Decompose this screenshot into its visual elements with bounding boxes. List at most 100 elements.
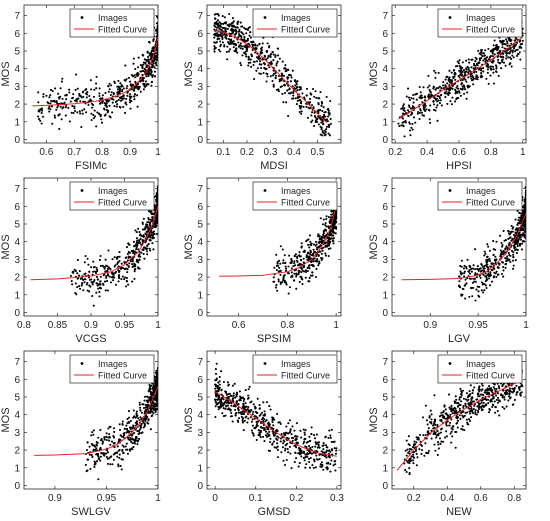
data-point [437,71,440,74]
data-point [134,229,137,232]
data-point [504,239,507,242]
data-point [442,80,445,84]
data-point [99,254,102,258]
data-point [491,52,494,55]
data-point [432,103,436,106]
data-point [69,274,73,277]
data-point [82,289,85,292]
data-point [324,252,327,255]
data-point [274,76,277,79]
data-point [515,251,519,255]
data-point [111,97,114,100]
data-point [402,125,405,128]
data-point [127,431,130,434]
data-point [480,69,483,72]
data-point [488,284,492,287]
data-point [247,64,250,67]
data-point [414,121,417,124]
legend-label-curve: Fitted Curve [466,198,515,208]
data-point [401,117,404,120]
data-point [327,254,330,258]
data-point [234,43,237,46]
data-point [480,53,483,56]
data-point [308,234,311,237]
data-point [141,222,144,226]
data-point [147,216,150,220]
data-point [129,260,132,263]
data-point [235,412,238,415]
data-point [247,61,250,64]
data-point [121,458,124,461]
data-point [511,51,514,54]
data-point [524,203,526,206]
data-point [500,40,503,43]
data-point [224,21,227,24]
data-point [239,47,242,50]
data-point [126,417,129,421]
data-point [230,27,233,30]
data-point [318,234,321,238]
data-point [293,264,297,267]
data-point [90,119,93,122]
data-point [107,427,110,430]
data-point [152,61,155,64]
data-point [151,407,154,410]
data-point [268,46,271,49]
data-point [133,270,136,273]
data-point [235,395,238,398]
data-point [262,71,265,75]
data-point [76,87,79,90]
data-point [505,40,509,43]
data-point [61,77,64,80]
data-point [296,86,299,89]
data-point [524,218,526,221]
data-point [486,255,489,258]
data-point [482,52,485,55]
data-point [213,13,216,16]
data-point [519,242,522,245]
y-tick-label: 6 [382,202,388,213]
data-point [464,78,467,81]
data-point [224,400,227,403]
data-point [328,134,331,137]
data-point [474,77,478,80]
data-point [235,49,238,52]
x-tick-label: 1 [155,320,161,331]
data-point [305,102,308,105]
data-point [253,77,256,81]
data-point [452,77,455,80]
data-point [521,39,524,42]
data-point [148,238,151,241]
data-point [407,114,410,117]
data-point [453,88,457,91]
data-point [474,248,477,251]
data-point [497,58,500,61]
data-point [524,230,526,233]
series-images [401,186,526,302]
data-point [278,259,281,262]
data-point [96,111,99,114]
x-tick-label: 0.7 [67,147,81,158]
data-point [147,218,150,221]
data-point [127,265,130,268]
data-point [286,89,289,92]
data-point [152,391,155,394]
data-point [401,107,404,110]
data-point [468,295,471,298]
data-point [470,270,473,273]
data-point [137,87,140,90]
data-point [334,232,337,235]
data-point [523,199,526,202]
legend-label-images: Images [281,13,311,23]
data-point [310,93,313,96]
data-point [155,382,158,385]
data-point [465,97,468,100]
data-point [103,102,106,105]
data-point [150,49,153,52]
data-point [137,255,140,258]
data-point [293,279,296,282]
data-point [400,124,403,127]
data-point [306,269,309,273]
data-point [109,93,112,97]
data-point [142,235,145,238]
